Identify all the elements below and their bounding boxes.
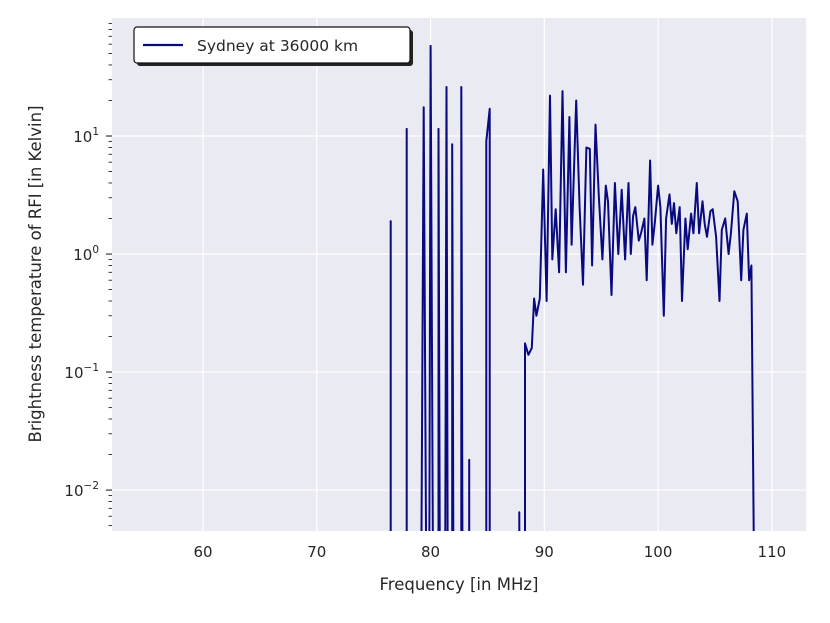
y-axis-label: Brightness temperature of RFI [in Kelvin… xyxy=(26,105,45,442)
y-tick-label: 100 xyxy=(73,244,99,264)
x-tick-label: 90 xyxy=(535,543,554,561)
y-axis-ticks: 10−2 10−1 100 101 xyxy=(64,126,112,500)
x-tick-label: 100 xyxy=(644,543,673,561)
series-line xyxy=(428,44,434,532)
x-tick-label: 60 xyxy=(193,543,212,561)
y-tick-label: 10−1 xyxy=(64,362,99,382)
series-line xyxy=(444,86,449,532)
x-axis-ticks: 60 70 80 90 100 110 xyxy=(193,543,786,561)
legend-label: Sydney at 36000 km xyxy=(197,37,358,55)
legend-box xyxy=(133,26,411,64)
series-line xyxy=(437,127,441,532)
series-line xyxy=(451,143,455,532)
x-tick-label: 80 xyxy=(421,543,440,561)
series-layer xyxy=(389,44,755,532)
y-tick-label: 10−2 xyxy=(64,480,99,500)
series-line xyxy=(524,90,755,532)
x-axis-label: Frequency [in MHz] xyxy=(380,575,539,594)
series-line xyxy=(420,106,427,532)
y-minor-ticks xyxy=(108,22,112,527)
x-tick-label: 110 xyxy=(758,543,787,561)
legend: Sydney at 36000 km xyxy=(133,26,413,66)
series-line xyxy=(460,86,464,532)
plot-area xyxy=(112,18,806,531)
series-line xyxy=(485,107,491,531)
y-tick-label: 101 xyxy=(73,126,99,146)
x-tick-label: 70 xyxy=(307,543,326,561)
